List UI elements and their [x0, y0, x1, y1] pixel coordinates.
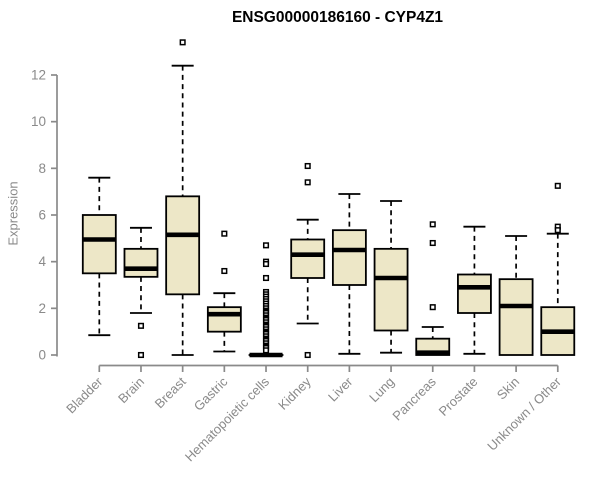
box-lung	[373, 247, 409, 332]
box-bladder	[81, 214, 117, 275]
outlier-brain-1	[137, 351, 145, 359]
x-tick-label-lung: Lung	[366, 374, 397, 405]
box-gastric	[206, 306, 242, 333]
outlier-unknown-other-2	[554, 227, 561, 234]
y-tick-label-4: 4	[38, 254, 46, 269]
outlier-hematopoietic-cells-35	[262, 347, 270, 354]
outlier-pancreas-0	[429, 221, 436, 228]
x-tick-label-prostate: Prostate	[436, 374, 481, 419]
box-kidney	[290, 238, 326, 279]
y-tick-label-6: 6	[38, 208, 46, 223]
box-liver	[331, 229, 367, 286]
y-tick-label-12: 12	[31, 68, 46, 83]
x-tick-label-brain: Brain	[115, 374, 147, 406]
outlier-kidney-0	[304, 162, 311, 170]
outlier-unknown-other-0	[554, 182, 561, 189]
outlier-pancreas-2	[429, 304, 436, 311]
outlier-gastric-1	[221, 267, 228, 275]
x-tick-label-pancreas: Pancreas	[389, 374, 439, 424]
x-tick-label-skin: Skin	[494, 374, 522, 402]
x-tick-label-breast: Breast	[152, 374, 189, 411]
box-breast	[165, 195, 201, 296]
box-brain	[123, 247, 159, 278]
outlier-hematopoietic-cells-0	[262, 242, 270, 249]
outlier-pancreas-1	[429, 239, 436, 247]
y-tick-label-8: 8	[38, 161, 46, 176]
outlier-gastric-0	[221, 230, 228, 237]
y-tick-label-2: 2	[38, 301, 46, 316]
outlier-hematopoietic-cells-3	[262, 274, 270, 282]
chart-title: ENSG00000186160 - CYP4Z1	[231, 9, 444, 26]
y-tick-label-0: 0	[38, 348, 46, 363]
x-tick-label-kidney: Kidney	[275, 374, 314, 413]
outlier-brain-0	[137, 322, 145, 329]
x-tick-label-liver: Liver	[325, 374, 356, 405]
y-tick-label-10: 10	[31, 114, 46, 129]
box-prostate	[457, 273, 492, 314]
outlier-hematopoietic-cells-2	[262, 260, 270, 268]
x-tick-label-gastric: Gastric	[191, 374, 231, 414]
outlier-kidney-2	[304, 351, 311, 359]
outlier-breast-0	[179, 39, 186, 46]
x-tick-label-unknown-other: Unknown / Other	[484, 374, 564, 454]
x-tick-label-bladder: Bladder	[63, 374, 106, 417]
box-skin	[498, 278, 534, 356]
outlier-kidney-1	[304, 179, 311, 186]
